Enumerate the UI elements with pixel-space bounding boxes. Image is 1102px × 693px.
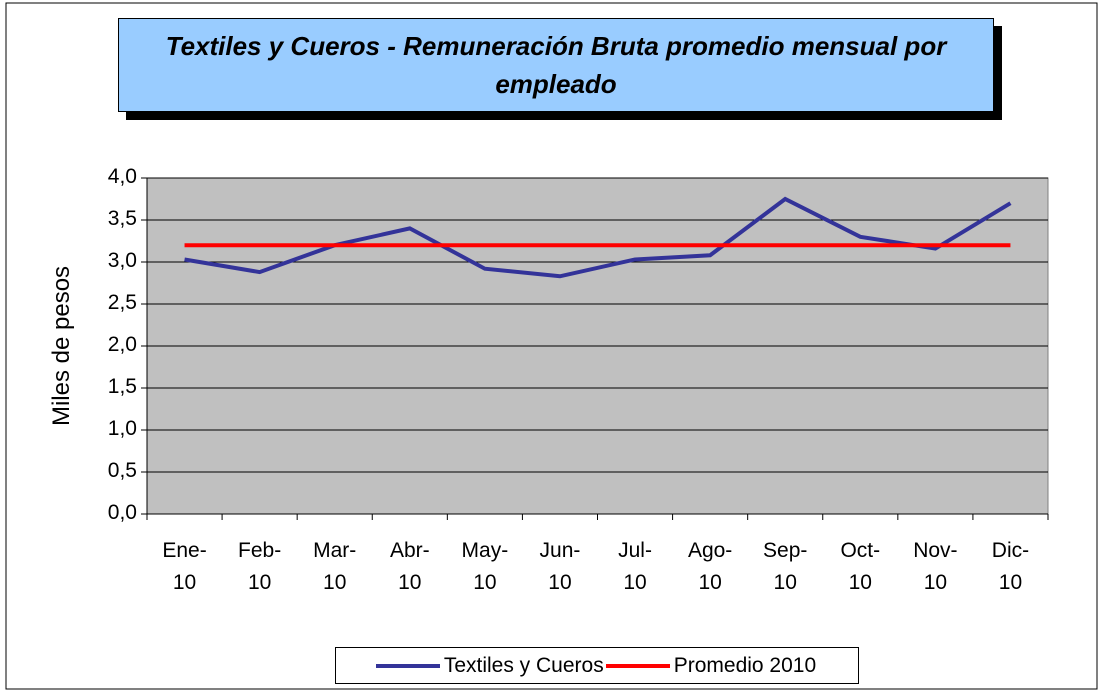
- x-tick-label: Oct-10: [840, 539, 881, 594]
- chart-border: [5, 2, 1098, 690]
- y-tick-label: 4,0: [107, 165, 137, 188]
- y-tick-label: 1,5: [107, 375, 137, 398]
- x-tick-label: Dic-10: [991, 539, 1030, 594]
- legend-label: Textiles y Cueros: [443, 653, 604, 677]
- x-tick-label: Feb-10: [238, 539, 282, 594]
- x-tick-label: Ene-10: [162, 539, 207, 594]
- y-tick-label: 3,0: [107, 249, 137, 272]
- series-line: [184, 196, 1012, 279]
- legend-item: Promedio 2010: [605, 653, 818, 678]
- y-axis-label: Miles de pesos: [48, 265, 75, 427]
- y-tick-label: 2,0: [107, 333, 137, 356]
- y-tick-label: 2,5: [107, 291, 137, 314]
- x-tick-label: Sep-10: [763, 539, 808, 594]
- legend-swatch: [375, 663, 440, 668]
- y-tick-label: 3,5: [107, 207, 137, 230]
- x-tick-label: Jul-10: [618, 539, 652, 594]
- y-tick-label: 0,5: [107, 459, 137, 482]
- x-tick-label: Jun-10: [539, 539, 581, 594]
- legend-item: Textiles y Cueros: [375, 653, 606, 678]
- y-tick-label: 1,0: [107, 417, 137, 440]
- legend: Textiles y Cueros Promedio 2010: [335, 647, 859, 684]
- x-tick-label: May-10: [461, 539, 509, 594]
- legend-swatch: [605, 663, 670, 668]
- y-tick-label: 0,0: [107, 501, 137, 524]
- x-tick-label: Ago-10: [687, 539, 733, 594]
- x-tick-label: Abr-10: [389, 539, 430, 594]
- chart-title: Textiles y Cueros - Remuneración Bruta p…: [118, 18, 994, 112]
- legend-label: Promedio 2010: [673, 653, 817, 677]
- x-tick-label: Nov-10: [913, 539, 958, 594]
- x-tick-label: Mar-10: [313, 539, 357, 594]
